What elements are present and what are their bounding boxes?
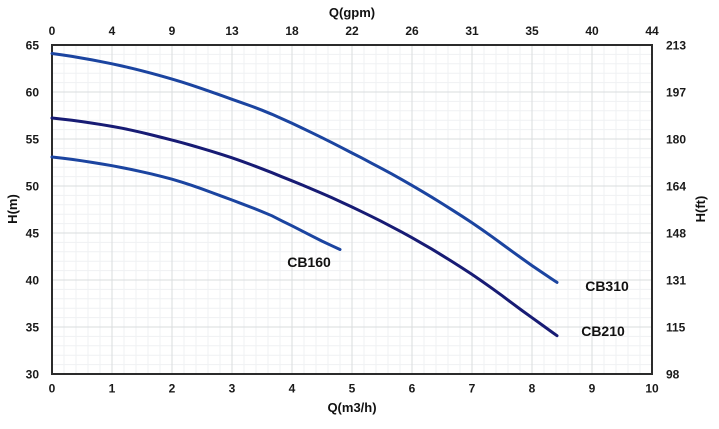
svg-text:CB310: CB310 [585, 278, 629, 294]
svg-text:4: 4 [289, 382, 296, 396]
svg-text:H(ft): H(ft) [693, 196, 708, 223]
svg-text:40: 40 [26, 274, 40, 288]
svg-text:9: 9 [589, 382, 596, 396]
svg-text:30: 30 [26, 368, 40, 382]
svg-text:60: 60 [26, 86, 40, 100]
svg-text:6: 6 [409, 382, 416, 396]
svg-text:Q(gpm): Q(gpm) [329, 5, 375, 20]
svg-text:22: 22 [345, 24, 359, 38]
svg-text:13: 13 [225, 24, 239, 38]
svg-text:213: 213 [666, 39, 686, 53]
svg-text:26: 26 [405, 24, 419, 38]
svg-text:180: 180 [666, 133, 686, 147]
svg-text:CB160: CB160 [287, 254, 331, 270]
svg-text:1: 1 [109, 382, 116, 396]
svg-text:35: 35 [525, 24, 539, 38]
svg-text:7: 7 [469, 382, 476, 396]
svg-text:0: 0 [49, 382, 56, 396]
svg-text:CB210: CB210 [581, 323, 625, 339]
svg-text:115: 115 [666, 321, 686, 335]
svg-text:9: 9 [169, 24, 176, 38]
svg-text:0: 0 [49, 24, 56, 38]
svg-text:40: 40 [585, 24, 599, 38]
svg-text:4: 4 [109, 24, 116, 38]
svg-text:18: 18 [285, 24, 299, 38]
svg-text:10: 10 [645, 382, 659, 396]
svg-text:Q(m3/h): Q(m3/h) [327, 400, 376, 415]
svg-text:148: 148 [666, 227, 686, 241]
svg-text:H(m): H(m) [5, 194, 20, 224]
svg-text:2: 2 [169, 382, 176, 396]
svg-text:31: 31 [465, 24, 479, 38]
svg-text:197: 197 [666, 86, 686, 100]
svg-text:3: 3 [229, 382, 236, 396]
svg-text:50: 50 [26, 180, 40, 194]
svg-text:55: 55 [26, 133, 40, 147]
svg-text:8: 8 [529, 382, 536, 396]
svg-text:5: 5 [349, 382, 356, 396]
svg-text:65: 65 [26, 39, 40, 53]
svg-text:44: 44 [645, 24, 659, 38]
svg-text:98: 98 [666, 368, 680, 382]
svg-text:131: 131 [666, 274, 686, 288]
svg-text:45: 45 [26, 227, 40, 241]
svg-text:35: 35 [26, 321, 40, 335]
svg-text:164: 164 [666, 180, 686, 194]
